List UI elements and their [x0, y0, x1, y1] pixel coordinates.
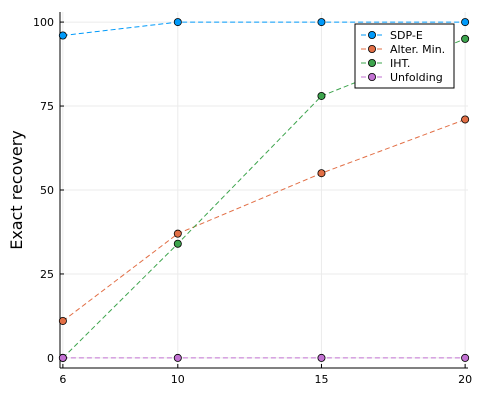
- x-tick-labels: 6 10 15 20: [59, 364, 472, 386]
- data-point: [173, 353, 182, 362]
- legend-swatch-marker: [367, 73, 376, 82]
- x-tick-label: 15: [314, 373, 328, 386]
- series-line: [62, 21, 466, 36]
- data-point: [317, 169, 326, 178]
- data-point: [173, 229, 182, 238]
- data-point: [173, 239, 182, 248]
- data-point: [317, 18, 326, 27]
- series-line: [62, 119, 466, 322]
- legend-label: Unfolding: [390, 71, 443, 84]
- data-point: [461, 34, 470, 43]
- series-line: [62, 38, 466, 359]
- y-tick-label: 0: [47, 352, 54, 365]
- legend-label: Alter. Min.: [390, 43, 445, 56]
- y-tick-label: 100: [33, 16, 54, 29]
- y-tick-label: 75: [40, 100, 54, 113]
- data-point: [58, 353, 67, 362]
- x-tick-label: 6: [59, 373, 66, 386]
- data-point: [58, 31, 67, 40]
- data-point: [317, 91, 326, 100]
- legend-swatch-marker: [367, 45, 376, 54]
- data-point: [461, 353, 470, 362]
- legend-swatch-marker: [367, 59, 376, 68]
- data-point: [173, 18, 182, 27]
- x-tick-label: 20: [458, 373, 472, 386]
- data-point: [461, 18, 470, 27]
- legend-label: SDP-E: [390, 29, 423, 42]
- y-tick-label: 25: [40, 268, 54, 281]
- y-axis-title: Exact recovery: [7, 130, 26, 250]
- series-unfolding: [58, 353, 470, 362]
- data-point: [317, 353, 326, 362]
- series-sdp-e: [58, 18, 470, 40]
- series-layer: [58, 18, 470, 362]
- series-alter-min: [58, 115, 470, 325]
- data-point: [58, 316, 67, 325]
- legend-label: IHT.: [390, 57, 410, 70]
- data-point: [461, 115, 470, 124]
- y-tick-labels: 0 25 50 75 100: [33, 16, 64, 365]
- x-tick-label: 10: [171, 373, 185, 386]
- legend-swatch-marker: [367, 30, 376, 39]
- y-tick-label: 50: [40, 184, 54, 197]
